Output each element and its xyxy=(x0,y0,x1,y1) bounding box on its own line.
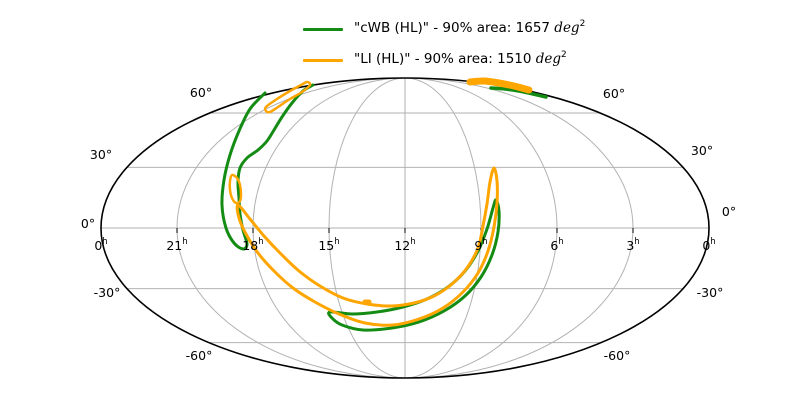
dec-tick-label: -60° xyxy=(185,347,213,363)
dec-tick-label: -60° xyxy=(603,347,631,363)
legend-entry-cwb: "cWB (HL)" - 90% area: 1657 deg2 xyxy=(303,19,585,39)
legend: "cWB (HL)" - 90% area: 1657 deg2 "LI (HL… xyxy=(303,19,585,81)
contour-cwb-south-band xyxy=(327,198,501,332)
dec-tick-label: 60° xyxy=(602,85,626,101)
cwb-legend-label: "cWB (HL)" - 90% area: 1657 deg2 xyxy=(354,19,586,37)
dec-tick-label: 30° xyxy=(89,146,113,162)
ra-tick-label: 0h xyxy=(702,236,716,253)
ra-tick-label: 3h xyxy=(626,236,640,253)
cwb-legend-exponent: 2 xyxy=(579,19,586,30)
legend-entry-li: "LI (HL)" - 90% area: 1510 deg2 xyxy=(303,50,585,70)
contour-cwb-northeast-sliver xyxy=(489,86,548,99)
contour-li-west-loop xyxy=(228,173,243,205)
contour-li-northwest-loop xyxy=(263,80,312,114)
ra-tick-label: 21h xyxy=(166,236,188,253)
ra-tick-label: 6h xyxy=(550,236,564,253)
contour-li-main-band xyxy=(235,166,499,327)
li-legend-label: "LI (HL)" - 90% area: 1510 deg2 xyxy=(354,50,567,68)
map-boundary xyxy=(100,77,710,379)
cwb-legend-text: "cWB (HL)" - 90% area: 1657 xyxy=(354,20,555,37)
dec-tick-label: 30° xyxy=(690,142,714,158)
ra-tick-label: 0h xyxy=(94,236,108,253)
ra-tick-label: 9h xyxy=(474,236,488,253)
ra-tick-label: 12h xyxy=(394,236,416,253)
dec-tick-label: 0° xyxy=(721,203,737,219)
contour-li-northeast-blob xyxy=(466,77,533,94)
ra-tick-label: 18h xyxy=(242,236,264,253)
contour-cwb-west-arc xyxy=(220,83,315,251)
dec-tick-label: -30° xyxy=(93,284,121,300)
dec-tick-label: 60° xyxy=(189,84,213,100)
dec-tick-label: -30° xyxy=(696,284,724,300)
cwb-legend-unit: deg xyxy=(554,20,580,37)
li-line-swatch xyxy=(303,58,343,62)
cwb-line-swatch xyxy=(303,27,343,31)
li-legend-unit: deg xyxy=(535,51,562,68)
li-legend-text: "LI (HL)" - 90% area: 1510 xyxy=(354,51,536,68)
dec-tick-label: 0° xyxy=(80,215,96,231)
li-legend-exponent: 2 xyxy=(561,50,567,61)
ra-tick-label: 15h xyxy=(318,236,340,253)
